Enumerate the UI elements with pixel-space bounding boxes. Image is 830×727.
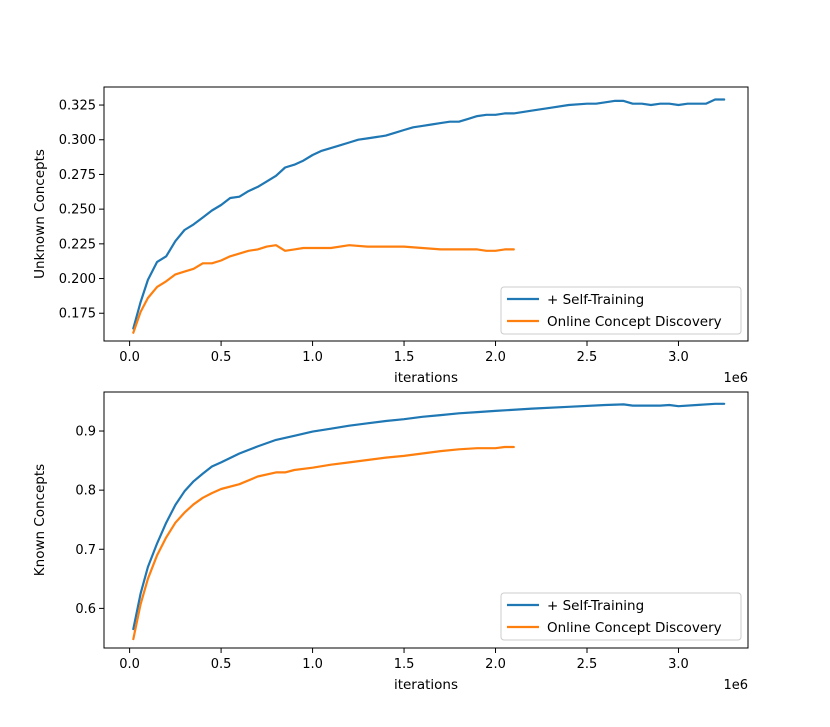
unknown-x-tick-label: 3.0 [668, 350, 689, 365]
chart-known: 0.0 0.5 1.0 1.5 2.0 2.5 3.0 0.6 0.7 0.8 0.9 iterati… [32, 391, 749, 693]
known-y-tick-label: 0.6 [75, 602, 96, 617]
unknown-series-line-online-concept-discovery [132, 244, 515, 334]
unknown-y-tick-label: 0.275 [59, 168, 96, 183]
known-legend-box [500, 592, 742, 641]
unknown-y-tick-label: 0.325 [59, 99, 96, 114]
unknown-x-tick-label: 1.5 [394, 350, 415, 365]
unknown-axes-frame [103, 86, 749, 342]
known-legend-label-self-training: + Self-Training [547, 598, 644, 614]
unknown-y-axis-label: Unknown Concepts [32, 149, 48, 279]
known-x-axis-label: iterations [394, 677, 458, 693]
unknown-x-tick-label: 0.0 [119, 350, 140, 365]
unknown-legend: + Self-Training Online Concept Discovery [500, 286, 742, 335]
known-y-tick-label: 0.9 [75, 425, 96, 440]
unknown-y-tick-label: 0.300 [59, 133, 96, 148]
known-series-line-self-training [132, 402, 726, 631]
known-x-tick-label: 2.5 [577, 657, 598, 672]
unknown-y-tick-label: 0.250 [59, 203, 96, 218]
known-x-tick-label: 0.5 [211, 657, 232, 672]
unknown-x-tick-label: 0.5 [211, 350, 232, 365]
chart-unknown: 0.0 0.5 1.0 1.5 2.0 2.5 3.0 0.175 0.200 0.225 0.25… [32, 86, 749, 386]
known-x-tick-label: 0.0 [119, 657, 140, 672]
unknown-legend-label-online-concept-discovery: Online Concept Discovery [547, 314, 722, 330]
unknown-x-offset-label: 1e6 [723, 371, 748, 386]
known-legend: + Self-Training Online Concept Discovery [500, 592, 742, 641]
known-x-tick-label: 2.0 [485, 657, 506, 672]
unknown-x-tick-label: 1.0 [302, 350, 323, 365]
known-axes-frame [103, 391, 749, 649]
unknown-x-tick-label: 2.0 [485, 350, 506, 365]
unknown-y-tick-label: 0.200 [59, 272, 96, 287]
known-series-line-online-concept-discovery [132, 445, 515, 641]
unknown-x-axis-label: iterations [394, 370, 458, 386]
unknown-y-tick-label: 0.225 [59, 237, 96, 252]
known-x-tick-label: 3.0 [668, 657, 689, 672]
unknown-legend-box [500, 286, 742, 335]
unknown-legend-label-self-training: + Self-Training [547, 292, 644, 308]
known-x-tick-label: 1.0 [302, 657, 323, 672]
known-x-offset-label: 1e6 [723, 678, 748, 693]
known-y-axis-label: Known Concepts [32, 464, 48, 576]
known-y-tick-label: 0.7 [75, 543, 96, 558]
unknown-y-tick-label: 0.175 [59, 307, 96, 322]
known-legend-label-online-concept-discovery: Online Concept Discovery [547, 620, 722, 636]
unknown-x-tick-label: 2.5 [577, 350, 598, 365]
unknown-series-line-self-training [132, 98, 726, 330]
known-y-tick-label: 0.8 [75, 484, 96, 499]
known-x-tick-label: 1.5 [394, 657, 415, 672]
